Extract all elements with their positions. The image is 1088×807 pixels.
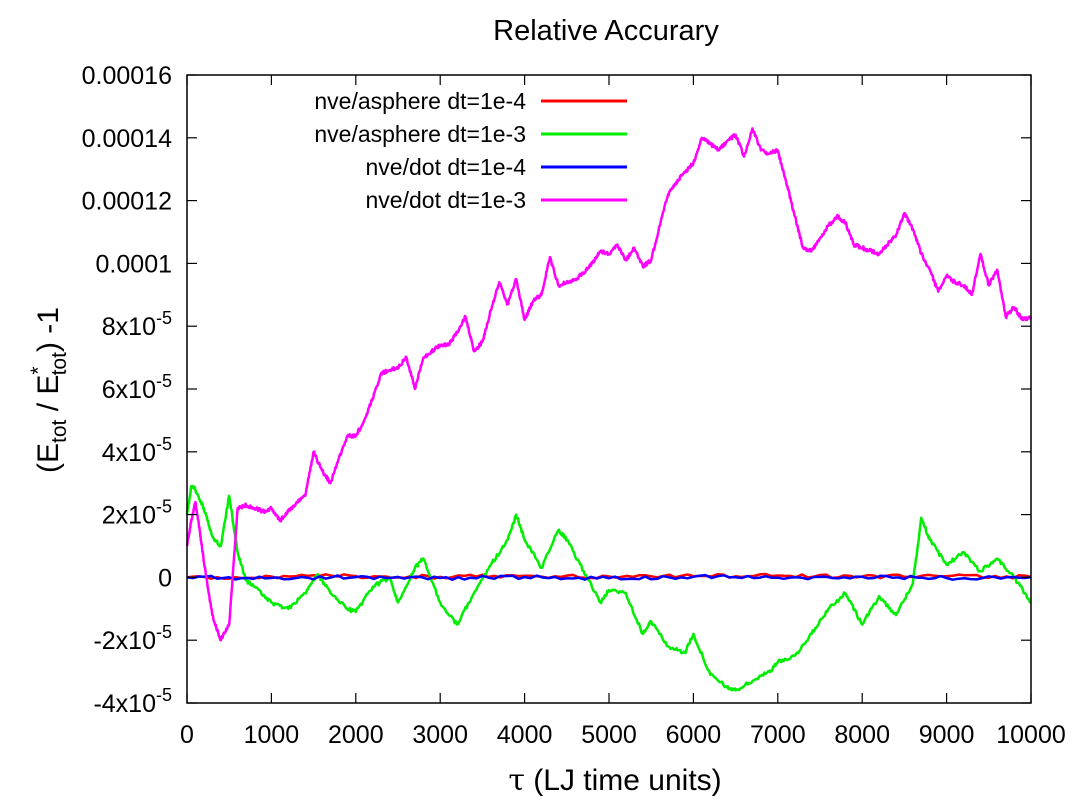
x-axis-label-symbol: τ xyxy=(508,763,525,798)
legend: nve/asphere dt=1e-4 nve/asphere dt=1e-3 nv… xyxy=(314,88,627,213)
y-label-sub2: tot xyxy=(48,352,71,376)
y-tick-base: -4x10 xyxy=(93,690,156,718)
y-tick-label: 6x10-5 xyxy=(102,371,172,404)
series-layer xyxy=(185,127,1033,692)
y-tick-base: 0.00014 xyxy=(82,125,172,153)
x-axis-label: τ (LJ time units) xyxy=(508,763,721,798)
y-tick-label: 0.00014 xyxy=(82,125,172,153)
y-tick-exponent: -5 xyxy=(156,371,172,391)
series-line-2 xyxy=(186,573,1032,581)
ticks-layer xyxy=(186,74,1032,704)
y-tick-label: 0.00016 xyxy=(82,62,172,90)
y-tick-label: -2x10-5 xyxy=(93,622,172,655)
y-tick-label: 0.0001 xyxy=(96,250,172,278)
y-tick-exponent: -5 xyxy=(156,308,172,328)
y-label-close: ) -1 xyxy=(32,307,65,352)
series-line-0 xyxy=(186,572,1032,580)
y-tick-exponent: -5 xyxy=(156,622,172,642)
x-tick-label: 4000 xyxy=(497,721,553,749)
y-tick-exponent: -5 xyxy=(156,685,172,705)
series-line-1 xyxy=(185,484,1032,692)
y-tick-base: 0.00012 xyxy=(82,188,172,216)
y-tick-base: 0 xyxy=(158,564,172,592)
y-label-sub1: tot xyxy=(48,419,71,443)
y-tick-label: 0.00012 xyxy=(82,188,172,216)
y-tick-label: 4x10-5 xyxy=(102,434,172,467)
y-tick-label: 0 xyxy=(158,564,172,592)
x-tick-label: 6000 xyxy=(666,721,722,749)
x-tick-label: 1000 xyxy=(244,721,300,749)
x-tick-labels: 0 1000 2000 3000 4000 5000 6000 7000 8000 9000 100… xyxy=(180,721,1066,749)
y-tick-exponent: -5 xyxy=(156,497,172,517)
y-tick-base: 0.00016 xyxy=(82,62,172,90)
legend-label: nve/asphere dt=1e-4 xyxy=(314,88,526,114)
series-line-3 xyxy=(185,127,1033,642)
x-tick-label: 10000 xyxy=(996,721,1066,749)
y-tick-base: 2x10 xyxy=(102,502,156,530)
y-tick-labels: -4x10-5-2x10-502x10-54x10-56x10-58x10-50… xyxy=(82,62,172,718)
y-tick-base: 0.0001 xyxy=(96,250,172,278)
y-axis-label: (Etot / E*tot) -1 xyxy=(27,307,71,473)
legend-label: nve/dot dt=1e-4 xyxy=(366,154,527,180)
y-label-mid: / E xyxy=(32,375,65,420)
x-tick-label: 3000 xyxy=(412,721,468,749)
y-tick-label: 2x10-5 xyxy=(102,497,172,530)
y-tick-exponent: -5 xyxy=(156,434,172,454)
x-tick-label: 2000 xyxy=(328,721,384,749)
legend-label: nve/dot dt=1e-3 xyxy=(366,187,526,213)
y-label-sup: * xyxy=(27,366,50,374)
x-tick-label: 8000 xyxy=(834,721,890,749)
x-tick-label: 5000 xyxy=(581,721,637,749)
plot-frame xyxy=(186,74,1032,704)
y-label-open: (E xyxy=(32,443,65,473)
y-tick-label: -4x10-5 xyxy=(93,685,172,718)
y-tick-base: 4x10 xyxy=(102,439,156,467)
y-tick-base: -2x10 xyxy=(93,627,156,655)
x-tick-label: 9000 xyxy=(919,721,975,749)
y-tick-base: 6x10 xyxy=(102,376,156,404)
y-tick-label: 8x10-5 xyxy=(102,308,172,341)
y-tick-base: 8x10 xyxy=(102,313,156,341)
x-tick-label: 0 xyxy=(180,721,194,749)
x-tick-label: 7000 xyxy=(750,721,806,749)
legend-label: nve/asphere dt=1e-3 xyxy=(314,121,526,147)
chart-title: Relative Accurary xyxy=(493,15,719,47)
x-axis-label-text: (LJ time units) xyxy=(525,764,722,797)
